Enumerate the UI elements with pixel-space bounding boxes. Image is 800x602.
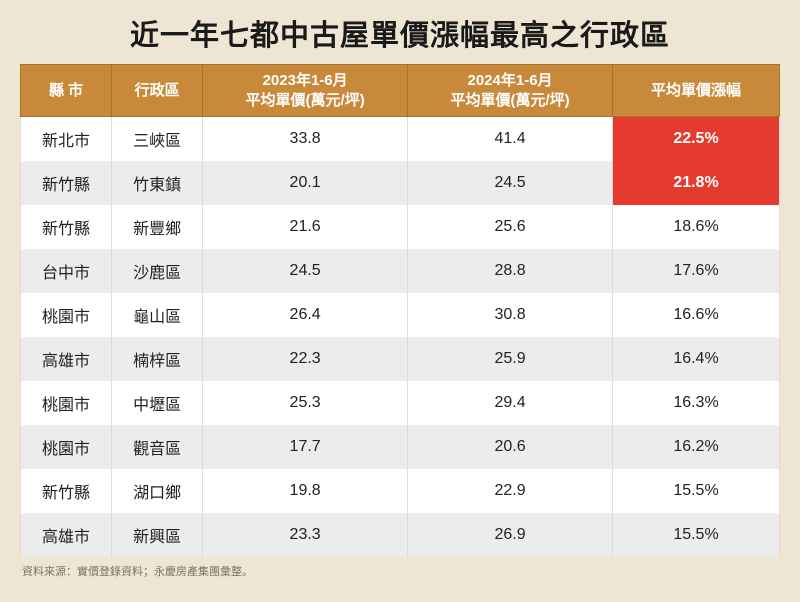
cell-2024: 22.9 [408, 469, 613, 513]
cell-diff: 16.2% [613, 425, 780, 469]
cell-2024: 26.9 [408, 513, 613, 557]
cell-diff: 16.6% [613, 293, 780, 337]
cell-2023: 26.4 [203, 293, 408, 337]
cell-2024: 20.6 [408, 425, 613, 469]
cell-district: 觀音區 [112, 425, 203, 469]
col-header-2024: 2024年1-6月平均單價(萬元/坪) [408, 65, 613, 117]
table-row: 桃園市中壢區25.329.416.3% [21, 381, 780, 425]
cell-district: 三峽區 [112, 117, 203, 162]
cell-2023: 25.3 [203, 381, 408, 425]
page-title: 近一年七都中古屋單價漲幅最高之行政區 [20, 12, 780, 54]
cell-district: 龜山區 [112, 293, 203, 337]
cell-2024: 29.4 [408, 381, 613, 425]
cell-city: 桃園市 [21, 425, 112, 469]
table-row: 新竹縣湖口鄉19.822.915.5% [21, 469, 780, 513]
cell-2023: 24.5 [203, 249, 408, 293]
cell-city: 新竹縣 [21, 161, 112, 205]
col-header-district: 行政區 [112, 65, 203, 117]
cell-district: 新豐鄉 [112, 205, 203, 249]
cell-2024: 24.5 [408, 161, 613, 205]
table-row: 高雄市楠梓區22.325.916.4% [21, 337, 780, 381]
cell-district: 新興區 [112, 513, 203, 557]
col-header-2023: 2023年1-6月平均單價(萬元/坪) [203, 65, 408, 117]
table-row: 台中市沙鹿區24.528.817.6% [21, 249, 780, 293]
cell-diff: 16.3% [613, 381, 780, 425]
cell-city: 桃園市 [21, 381, 112, 425]
cell-diff: 18.6% [613, 205, 780, 249]
table-row: 新竹縣竹東鎮20.124.521.8% [21, 161, 780, 205]
cell-2023: 33.8 [203, 117, 408, 162]
cell-city: 新竹縣 [21, 469, 112, 513]
cell-diff: 16.4% [613, 337, 780, 381]
table-row: 桃園市龜山區26.430.816.6% [21, 293, 780, 337]
cell-2023: 23.3 [203, 513, 408, 557]
cell-district: 竹東鎮 [112, 161, 203, 205]
cell-2024: 28.8 [408, 249, 613, 293]
cell-2023: 20.1 [203, 161, 408, 205]
table-row: 新竹縣新豐鄉21.625.618.6% [21, 205, 780, 249]
cell-2023: 17.7 [203, 425, 408, 469]
table-row: 桃園市觀音區17.720.616.2% [21, 425, 780, 469]
col-header-diff: 平均單價漲幅 [613, 65, 780, 117]
cell-city: 台中市 [21, 249, 112, 293]
cell-city: 高雄市 [21, 513, 112, 557]
cell-district: 中壢區 [112, 381, 203, 425]
cell-diff: 15.5% [613, 469, 780, 513]
table-header-row: 縣 市 行政區 2023年1-6月平均單價(萬元/坪) 2024年1-6月平均單… [21, 65, 780, 117]
cell-2023: 21.6 [203, 205, 408, 249]
price-table: 縣 市 行政區 2023年1-6月平均單價(萬元/坪) 2024年1-6月平均單… [20, 64, 780, 557]
cell-district: 沙鹿區 [112, 249, 203, 293]
cell-2023: 22.3 [203, 337, 408, 381]
table-row: 新北市三峽區33.841.422.5% [21, 117, 780, 162]
cell-2024: 30.8 [408, 293, 613, 337]
cell-2024: 25.6 [408, 205, 613, 249]
cell-2024: 25.9 [408, 337, 613, 381]
cell-city: 桃園市 [21, 293, 112, 337]
source-text: 資料來源：實價登錄資料；永慶房產集團彙整。 [20, 563, 780, 579]
cell-diff: 17.6% [613, 249, 780, 293]
cell-diff: 22.5% [613, 117, 780, 162]
table-row: 高雄市新興區23.326.915.5% [21, 513, 780, 557]
cell-2024: 41.4 [408, 117, 613, 162]
cell-diff: 21.8% [613, 161, 780, 205]
col-header-city: 縣 市 [21, 65, 112, 117]
cell-diff: 15.5% [613, 513, 780, 557]
cell-city: 新北市 [21, 117, 112, 162]
cell-city: 高雄市 [21, 337, 112, 381]
cell-district: 湖口鄉 [112, 469, 203, 513]
cell-district: 楠梓區 [112, 337, 203, 381]
cell-2023: 19.8 [203, 469, 408, 513]
cell-city: 新竹縣 [21, 205, 112, 249]
